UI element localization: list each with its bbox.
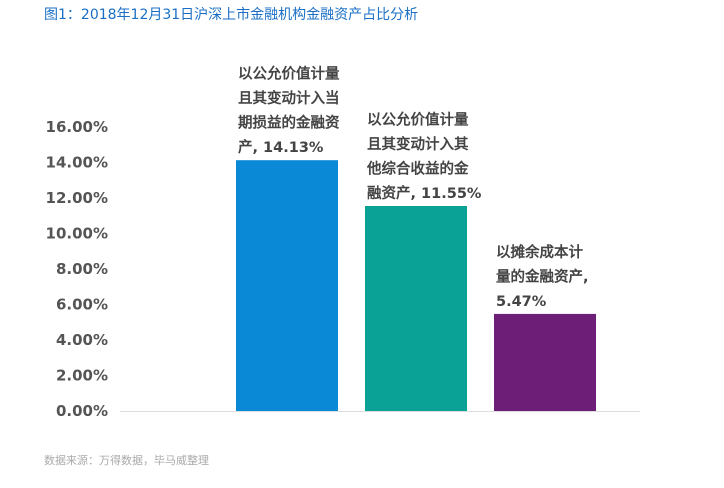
data-label: 他综合收益的金 — [366, 159, 469, 177]
data-label: 以摊余成本计 — [496, 243, 583, 261]
source-note: 数据来源：万得数据，毕马威整理 — [44, 454, 209, 467]
y-tick-label: 8.00% — [56, 260, 108, 278]
y-tick-label: 4.00% — [56, 331, 108, 349]
data-label: 且其变动计入其 — [367, 135, 469, 153]
y-tick-label: 12.00% — [46, 189, 108, 207]
y-tick-label: 0.00% — [56, 402, 108, 420]
bar — [365, 205, 467, 411]
bar — [236, 160, 338, 411]
data-label: 5.47% — [496, 294, 547, 310]
y-tick-label: 16.00% — [46, 118, 108, 136]
data-label: 且其变动计入当 — [238, 89, 340, 107]
y-tick-label: 10.00% — [46, 225, 108, 243]
data-label: 以公允价值计量 — [367, 110, 469, 128]
data-label: 融资产, 11.55% — [367, 184, 482, 202]
y-tick-label: 6.00% — [56, 296, 108, 314]
chart-title: 图1：2018年12月31日沪深上市金融机构金融资产占比分析 — [44, 7, 419, 23]
bar — [494, 313, 596, 411]
y-tick-label: 14.00% — [46, 154, 108, 172]
data-label: 期损益的金融资 — [238, 114, 340, 132]
data-label: 以公允价值计量 — [238, 65, 340, 83]
y-tick-label: 2.00% — [56, 367, 108, 385]
data-label: 产, 14.13% — [238, 138, 324, 156]
data-label: 量的金融资产, — [496, 267, 589, 285]
